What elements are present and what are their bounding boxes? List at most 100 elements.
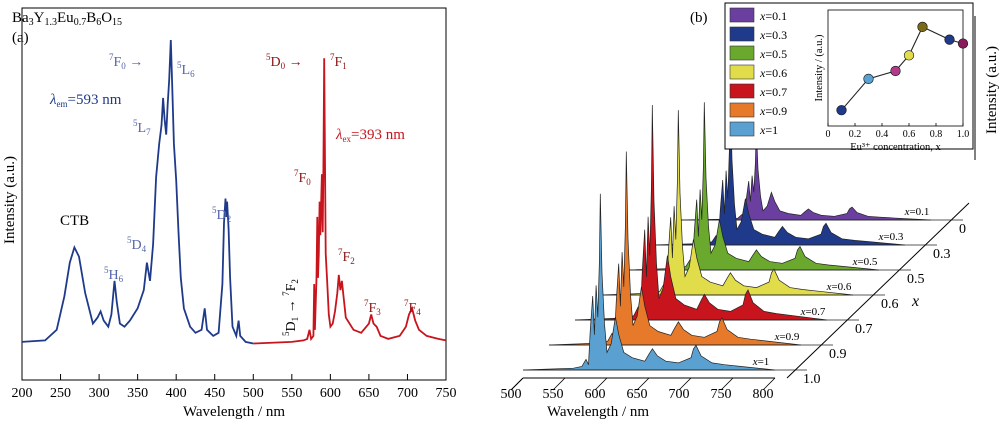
inset-y-label: Intensity / (a.u.) — [814, 34, 825, 102]
panel-a-formula: Ba3Y1.3Eu0.7B6O15 — [12, 10, 122, 28]
annotation-7f1: 7F1 — [330, 52, 347, 71]
legend-label: x=1 — [759, 123, 778, 137]
inset-x-tick-label: 0.8 — [930, 129, 943, 140]
inset-point — [917, 21, 928, 32]
panel-a: Ba3Y1.3Eu0.7B6O15 (a) 200 250 300 350 400 450… — [2, 7, 457, 420]
spectrum-layer — [574, 104, 828, 321]
inset-x-label: Eu³⁺ concentration, x — [850, 142, 941, 153]
panel-a-x-tick-label: 450 — [204, 386, 225, 401]
inset-point — [836, 105, 847, 116]
panel-b-x-tick-label: 600 — [585, 387, 606, 402]
inset-point — [944, 34, 955, 45]
spectrum-layer — [600, 110, 854, 296]
annotation-5l7: 5L7 — [133, 118, 151, 137]
stacked-spectra: x=0.1 x=0.3 x=0.5 x=0.6 x=0.7 x=0.9 x=1 — [522, 90, 963, 371]
annotation-7f4: 7F4 — [404, 298, 421, 317]
panel-a-y-label: Intensity (a.u.) — [2, 156, 18, 244]
spectrum-layer — [678, 127, 932, 221]
panel-a-x-tick-label: 600 — [320, 386, 341, 401]
layer-label: x=0.9 — [774, 331, 800, 343]
inset-x-tick-label: 0.4 — [876, 129, 889, 140]
panel-b-x-tick-label: 800 — [753, 387, 774, 402]
layer-label: x=0.3 — [878, 231, 904, 243]
panel-b-z-label: x — [911, 293, 919, 310]
inset-point — [903, 50, 915, 61]
panel-b-x-tick-label: 550 — [543, 387, 564, 402]
inset-frame — [827, 9, 964, 127]
annotation-5l6: 5L6 — [177, 60, 195, 79]
emission-spectrum-line — [253, 58, 447, 345]
panel-b-z-axis — [786, 202, 970, 379]
panel-b-x-tick-label: 500 — [501, 387, 522, 402]
legend-label: x=0.3 — [759, 28, 787, 42]
annotation-7f0-arrow: 7F0 → — [109, 52, 143, 71]
spectrum-layer — [652, 90, 906, 246]
panel-a-x-tick-label: 400 — [166, 386, 187, 401]
panel-b-z-tick-label: 0 — [959, 222, 966, 237]
spectrum-layer — [522, 193, 776, 371]
annotation-7f2: 7F2 — [338, 247, 355, 266]
panel-b-z-tick-label: 0.7 — [855, 322, 873, 337]
annotation-7f3: 7F3 — [364, 298, 381, 317]
panel-a-x-axis: 200 250 300 350 400 450 500 550 600 650 700 750 — [12, 374, 457, 401]
panel-b-x-tick — [678, 377, 692, 391]
panel-b-x-tick-label: 700 — [669, 387, 690, 402]
inset-point — [890, 65, 901, 77]
legend-label: x=0.7 — [759, 85, 787, 99]
panel-b-x-tick-label: 650 — [627, 387, 648, 402]
panel-b-x-tick — [594, 377, 608, 391]
panel-b-z-tick-label: 0.9 — [829, 347, 847, 362]
panel-b-x-tick — [552, 377, 566, 391]
annotation-ctb: CTB — [60, 213, 89, 229]
spectrum-layer — [626, 102, 880, 271]
annotation-5h6: 5H6 — [104, 265, 124, 284]
panel-b-x-tick — [720, 377, 734, 391]
panel-b: x=0.1 x=0.3 x=0.5 x=0.6 x=0.7 x=0.9 x=1 500 550… — [501, 2, 1000, 420]
layer-label: x=0.7 — [800, 306, 826, 318]
panel-a-x-label: Wavelength / nm — [183, 404, 285, 420]
inset-x-tick-label: 0 — [826, 129, 831, 140]
panel-a-x-tick-label: 350 — [127, 386, 148, 401]
panel-b-legend: x=0.1 x=0.3 x=0.5 x=0.6 x=0.7 x=0.9 x=1 — [729, 7, 787, 137]
panel-a-x-tick-label: 750 — [436, 386, 457, 401]
annotation-5d4: 5D4 — [127, 235, 147, 254]
panel-b-x-tick — [762, 377, 776, 391]
legend-swatch — [729, 45, 755, 61]
panel-b-z-tick-label: 0.3 — [933, 247, 951, 262]
panel-b-x-label: Wavelength / nm — [547, 404, 649, 420]
inset-chart: 0 0.2 0.4 0.6 0.8 1.0 Eu³⁺ concentration, x Int… — [814, 9, 970, 153]
excitation-spectrum-line — [21, 39, 254, 345]
panel-b-x-tick — [636, 377, 650, 391]
annotation-5d2: 5D2 — [212, 205, 231, 224]
legend-swatch — [729, 64, 755, 80]
legend-swatch — [729, 7, 755, 23]
legend-label: x=0.6 — [759, 66, 787, 80]
panel-b-axes: 500 550 600 650 700 750 800 0 0.3 0.5 0.6 0.7 0.9 1.0 — [501, 16, 976, 402]
inset-x-tick-label: 0.6 — [903, 129, 916, 140]
annotation-7f0: 7F0 — [294, 168, 311, 187]
legend-label: x=0.9 — [759, 104, 787, 118]
inset-x-tick-label: 1.0 — [957, 129, 970, 140]
panel-a-label: (a) — [12, 30, 29, 46]
panel-b-z-tick-label: 0.5 — [907, 272, 925, 287]
legend-swatch — [729, 102, 755, 118]
panel-b-x-tick — [510, 377, 524, 391]
inset-point — [863, 73, 874, 84]
legend-emission: λex=393 nm — [335, 127, 405, 144]
legend-label: x=0.5 — [759, 47, 787, 61]
panel-b-x-tick-label: 750 — [711, 387, 732, 402]
legend-label: x=0.1 — [759, 9, 787, 23]
panel-a-x-tick-label: 500 — [243, 386, 264, 401]
inset-x-tick-label: 0.2 — [849, 129, 862, 140]
panel-a-x-tick-label: 550 — [281, 386, 302, 401]
legend-excitation: λem=593 nm — [49, 92, 122, 109]
inset-point — [957, 38, 969, 49]
legend-swatch — [729, 121, 755, 137]
legend-swatch — [729, 26, 755, 42]
layer-label: x=0.1 — [904, 206, 930, 218]
layer-label: x=0.6 — [826, 281, 852, 293]
panel-a-x-tick-label: 700 — [397, 386, 418, 401]
layer-label: x=0.5 — [852, 256, 878, 268]
panel-a-frame — [21, 7, 447, 381]
